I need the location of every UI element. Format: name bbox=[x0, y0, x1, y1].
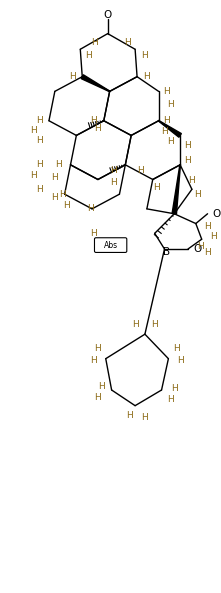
Text: H: H bbox=[98, 381, 105, 391]
Text: H: H bbox=[151, 320, 158, 329]
Text: H: H bbox=[69, 72, 76, 81]
Text: H: H bbox=[36, 185, 42, 194]
Text: H: H bbox=[163, 87, 170, 96]
Text: H: H bbox=[95, 124, 101, 133]
Text: H: H bbox=[204, 222, 211, 231]
Polygon shape bbox=[158, 120, 181, 137]
Text: H: H bbox=[59, 190, 66, 199]
Text: H: H bbox=[163, 116, 170, 125]
Text: H: H bbox=[91, 38, 98, 47]
Text: H: H bbox=[30, 171, 37, 180]
Text: H: H bbox=[90, 116, 96, 125]
Text: H: H bbox=[51, 193, 58, 202]
Text: H: H bbox=[36, 116, 42, 125]
Text: H: H bbox=[95, 393, 101, 402]
Text: H: H bbox=[87, 205, 93, 213]
Text: H: H bbox=[167, 137, 174, 146]
Text: H: H bbox=[185, 141, 191, 149]
Text: H: H bbox=[63, 202, 70, 211]
Text: H: H bbox=[143, 72, 150, 81]
Polygon shape bbox=[172, 165, 181, 214]
Text: H: H bbox=[185, 157, 191, 165]
Text: H: H bbox=[210, 232, 217, 241]
Text: H: H bbox=[30, 126, 37, 135]
Text: H: H bbox=[167, 100, 174, 109]
Text: H: H bbox=[55, 160, 62, 170]
Text: H: H bbox=[36, 136, 42, 145]
Text: H: H bbox=[124, 38, 131, 47]
Text: O: O bbox=[104, 10, 112, 20]
Text: H: H bbox=[177, 356, 183, 365]
Text: O: O bbox=[212, 209, 221, 219]
FancyBboxPatch shape bbox=[95, 238, 127, 253]
Text: H: H bbox=[189, 176, 195, 185]
Text: H: H bbox=[141, 413, 148, 422]
Text: H: H bbox=[126, 411, 133, 420]
Text: H: H bbox=[171, 384, 178, 393]
Text: H: H bbox=[110, 166, 117, 175]
Text: H: H bbox=[173, 345, 180, 353]
Text: H: H bbox=[51, 173, 58, 182]
Text: H: H bbox=[204, 248, 211, 257]
Text: H: H bbox=[167, 396, 174, 404]
Text: B: B bbox=[163, 247, 170, 257]
Text: H: H bbox=[85, 50, 91, 60]
Text: H: H bbox=[141, 50, 148, 60]
Text: H: H bbox=[36, 160, 42, 170]
Text: H: H bbox=[197, 241, 204, 251]
Polygon shape bbox=[81, 75, 110, 92]
Text: H: H bbox=[194, 190, 201, 199]
Text: H: H bbox=[161, 127, 168, 136]
Text: H: H bbox=[132, 320, 139, 329]
Text: H: H bbox=[91, 356, 97, 365]
Text: H: H bbox=[90, 229, 96, 238]
Text: H: H bbox=[137, 166, 143, 175]
Text: H: H bbox=[110, 178, 117, 187]
Text: H: H bbox=[95, 345, 101, 353]
Text: O: O bbox=[193, 244, 201, 254]
Text: Abs: Abs bbox=[104, 241, 118, 250]
Text: H: H bbox=[153, 183, 160, 192]
